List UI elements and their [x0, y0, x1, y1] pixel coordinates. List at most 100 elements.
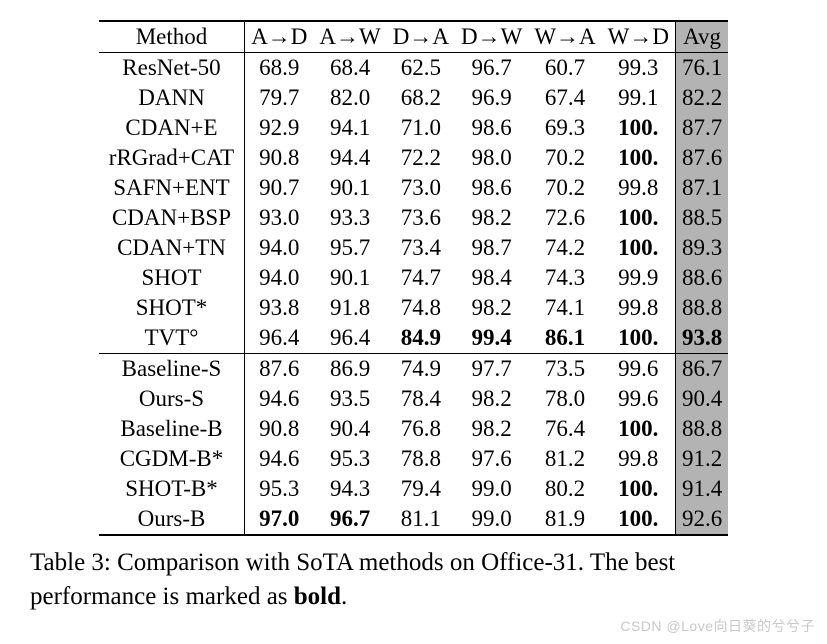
cell-avg: 88.8 [675, 293, 728, 323]
cell-value: 94.6 [245, 444, 314, 474]
cell-value: 98.6 [455, 173, 528, 203]
cell-value: 100. [602, 233, 676, 263]
cell-value: 68.9 [245, 53, 314, 84]
cell-value: 74.1 [528, 293, 601, 323]
cell-value: 76.8 [387, 414, 455, 444]
cell-value: 70.2 [528, 143, 601, 173]
method-name: Baseline-S [99, 354, 245, 385]
cell-value: 73.4 [387, 233, 455, 263]
cell-value: 94.6 [245, 384, 314, 414]
cell-avg: 87.1 [675, 173, 728, 203]
cell-value: 99.0 [455, 504, 528, 535]
cell-value: 91.8 [313, 293, 386, 323]
caption-bold: bold [294, 583, 341, 610]
cell-value: 99.6 [602, 384, 676, 414]
cell-avg: 93.8 [675, 323, 728, 354]
cell-value: 86.9 [313, 354, 386, 385]
cell-value: 74.7 [387, 263, 455, 293]
col-header: W→D [602, 21, 676, 53]
cell-value: 82.0 [313, 83, 386, 113]
cell-value: 98.2 [455, 293, 528, 323]
cell-avg: 88.6 [675, 263, 728, 293]
cell-value: 100. [602, 113, 676, 143]
cell-value: 76.4 [528, 414, 601, 444]
cell-value: 94.0 [245, 263, 314, 293]
cell-value: 72.2 [387, 143, 455, 173]
cell-value: 74.2 [528, 233, 601, 263]
cell-value: 73.0 [387, 173, 455, 203]
cell-avg: 82.2 [675, 83, 728, 113]
cell-value: 68.4 [313, 53, 386, 84]
results-table: MethodA→DA→WD→AD→WW→AW→DAvgResNet-5068.9… [99, 20, 728, 536]
cell-value: 99.4 [455, 323, 528, 354]
cell-value: 96.4 [313, 323, 386, 354]
cell-value: 99.8 [602, 444, 676, 474]
cell-value: 70.2 [528, 173, 601, 203]
cell-value: 78.0 [528, 384, 601, 414]
cell-value: 93.0 [245, 203, 314, 233]
method-name: SHOT-B* [99, 474, 245, 504]
cell-value: 95.3 [313, 444, 386, 474]
cell-avg: 92.6 [675, 504, 728, 535]
cell-avg: 89.3 [675, 233, 728, 263]
cell-value: 98.0 [455, 143, 528, 173]
cell-value: 99.0 [455, 474, 528, 504]
cell-value: 87.6 [245, 354, 314, 385]
cell-value: 74.3 [528, 263, 601, 293]
cell-value: 73.6 [387, 203, 455, 233]
cell-value: 96.7 [313, 504, 386, 535]
cell-value: 97.6 [455, 444, 528, 474]
cell-value: 95.7 [313, 233, 386, 263]
method-name: Ours-B [99, 504, 245, 535]
method-name: SHOT* [99, 293, 245, 323]
cell-value: 100. [602, 323, 676, 354]
col-header: A→W [313, 21, 386, 53]
col-header: A→D [245, 21, 314, 53]
cell-avg: 87.7 [675, 113, 728, 143]
cell-value: 90.1 [313, 263, 386, 293]
cell-avg: 87.6 [675, 143, 728, 173]
cell-value: 98.2 [455, 384, 528, 414]
cell-value: 99.8 [602, 173, 676, 203]
cell-avg: 90.4 [675, 384, 728, 414]
cell-value: 72.6 [528, 203, 601, 233]
cell-avg: 88.8 [675, 414, 728, 444]
cell-avg: 91.2 [675, 444, 728, 474]
cell-value: 79.4 [387, 474, 455, 504]
caption-suffix: . [341, 583, 347, 610]
method-name: Baseline-B [99, 414, 245, 444]
cell-value: 93.8 [245, 293, 314, 323]
cell-value: 99.6 [602, 354, 676, 385]
cell-value: 60.7 [528, 53, 601, 84]
cell-value: 98.7 [455, 233, 528, 263]
method-name: Ours-S [99, 384, 245, 414]
cell-value: 71.0 [387, 113, 455, 143]
method-name: ResNet-50 [99, 53, 245, 84]
method-name: CGDM-B* [99, 444, 245, 474]
cell-value: 100. [602, 143, 676, 173]
cell-value: 81.2 [528, 444, 601, 474]
method-name: SAFN+ENT [99, 173, 245, 203]
method-name: DANN [99, 83, 245, 113]
cell-value: 98.6 [455, 113, 528, 143]
cell-value: 98.4 [455, 263, 528, 293]
cell-value: 94.3 [313, 474, 386, 504]
cell-avg: 86.7 [675, 354, 728, 385]
cell-value: 86.1 [528, 323, 601, 354]
col-header-avg: Avg [675, 21, 728, 53]
cell-value: 97.0 [245, 504, 314, 535]
cell-value: 95.3 [245, 474, 314, 504]
cell-value: 62.5 [387, 53, 455, 84]
watermark: CSDN @Love向日葵的兮兮子 [620, 616, 815, 636]
cell-value: 100. [602, 203, 676, 233]
caption-text: Table 3: Comparison with SoTA methods on… [30, 549, 675, 610]
cell-value: 93.3 [313, 203, 386, 233]
cell-value: 74.9 [387, 354, 455, 385]
cell-value: 90.1 [313, 173, 386, 203]
cell-value: 78.8 [387, 444, 455, 474]
col-header-method: Method [99, 21, 245, 53]
method-name: TVT° [99, 323, 245, 354]
cell-value: 74.8 [387, 293, 455, 323]
table-caption: Table 3: Comparison with SoTA methods on… [30, 546, 797, 614]
cell-value: 94.0 [245, 233, 314, 263]
